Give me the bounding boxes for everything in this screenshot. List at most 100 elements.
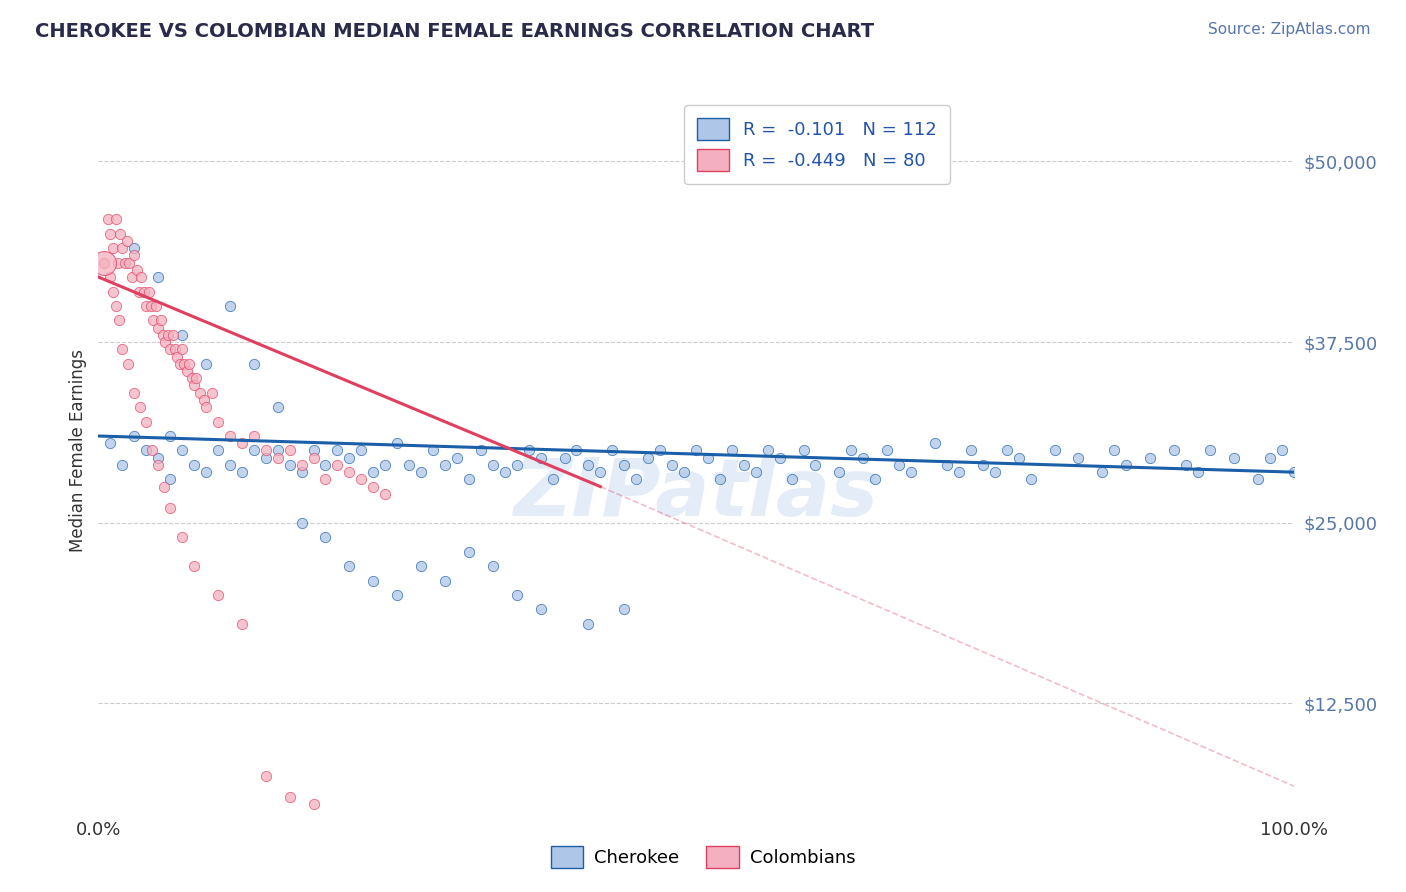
Point <box>363 480 385 494</box>
Point <box>254 450 277 465</box>
Point <box>733 458 755 472</box>
Point <box>207 443 229 458</box>
Point <box>793 443 815 458</box>
Point <box>107 255 129 269</box>
Point <box>398 458 420 472</box>
Point <box>637 450 659 465</box>
Point <box>350 443 373 458</box>
Point <box>183 378 205 392</box>
Point <box>602 443 624 458</box>
Point <box>458 472 481 486</box>
Point <box>166 350 188 364</box>
Point <box>101 285 124 299</box>
Point <box>1008 450 1031 465</box>
Point <box>673 465 696 479</box>
Point <box>186 371 208 385</box>
Point <box>374 487 396 501</box>
Point <box>142 313 165 327</box>
Point <box>243 429 266 443</box>
Point <box>98 270 122 285</box>
Point <box>267 443 290 458</box>
Point <box>350 472 373 486</box>
Point <box>876 443 898 458</box>
Point <box>278 443 301 458</box>
Point <box>188 385 211 400</box>
Point <box>889 458 911 472</box>
Point <box>129 400 152 414</box>
Text: Source: ZipAtlas.com: Source: ZipAtlas.com <box>1208 22 1371 37</box>
Point <box>231 465 253 479</box>
Text: ZIPatlas: ZIPatlas <box>513 455 879 533</box>
Point <box>494 465 516 479</box>
Point <box>108 227 131 241</box>
Point <box>984 465 1007 479</box>
Point <box>1175 458 1198 472</box>
Point <box>135 415 157 429</box>
Point <box>865 472 887 486</box>
Point <box>578 458 600 472</box>
Point <box>183 458 205 472</box>
Point <box>148 458 170 472</box>
Point <box>278 790 301 805</box>
Point <box>315 472 337 486</box>
Point <box>339 465 361 479</box>
Point <box>118 255 141 269</box>
Point <box>148 320 170 334</box>
Point <box>124 385 146 400</box>
Point <box>1258 450 1281 465</box>
Point <box>231 436 253 450</box>
Point <box>302 797 325 812</box>
Point <box>97 212 120 227</box>
Point <box>162 327 184 342</box>
Point <box>385 436 409 450</box>
Point <box>1067 450 1090 465</box>
Point <box>458 544 481 558</box>
Point <box>589 465 612 479</box>
Point <box>339 559 361 574</box>
Point <box>626 472 648 486</box>
Point <box>530 602 553 616</box>
Point <box>315 530 337 544</box>
Point <box>93 255 115 269</box>
Point <box>101 241 124 255</box>
Point <box>254 443 277 458</box>
Point <box>960 443 983 458</box>
Y-axis label: Median Female Earnings: Median Female Earnings <box>69 349 87 552</box>
Point <box>172 530 194 544</box>
Point <box>98 436 122 450</box>
Point <box>243 357 266 371</box>
Point <box>135 299 157 313</box>
Point <box>1247 472 1270 486</box>
Point <box>697 450 720 465</box>
Point <box>132 285 155 299</box>
Point <box>411 559 433 574</box>
Point <box>972 458 994 472</box>
Point <box>481 559 505 574</box>
Point <box>709 472 731 486</box>
Point <box>530 450 553 465</box>
Point <box>139 299 162 313</box>
Point <box>481 458 505 472</box>
Point <box>172 343 194 357</box>
Point <box>291 458 314 472</box>
Point <box>124 248 146 262</box>
Point <box>565 443 588 458</box>
Point <box>169 357 191 371</box>
Point <box>163 343 186 357</box>
Point <box>159 472 181 486</box>
Point <box>780 472 803 486</box>
Text: CHEROKEE VS COLOMBIAN MEDIAN FEMALE EARNINGS CORRELATION CHART: CHEROKEE VS COLOMBIAN MEDIAN FEMALE EARN… <box>35 22 875 41</box>
Point <box>302 443 325 458</box>
Point <box>315 458 337 472</box>
Point <box>115 234 138 248</box>
Point <box>125 262 148 277</box>
Point <box>554 450 576 465</box>
Point <box>267 400 290 414</box>
Point <box>302 450 325 465</box>
Point <box>1139 450 1161 465</box>
Point <box>291 465 314 479</box>
Point <box>422 443 444 458</box>
Point <box>111 343 134 357</box>
Point <box>183 559 205 574</box>
Point <box>1115 458 1137 472</box>
